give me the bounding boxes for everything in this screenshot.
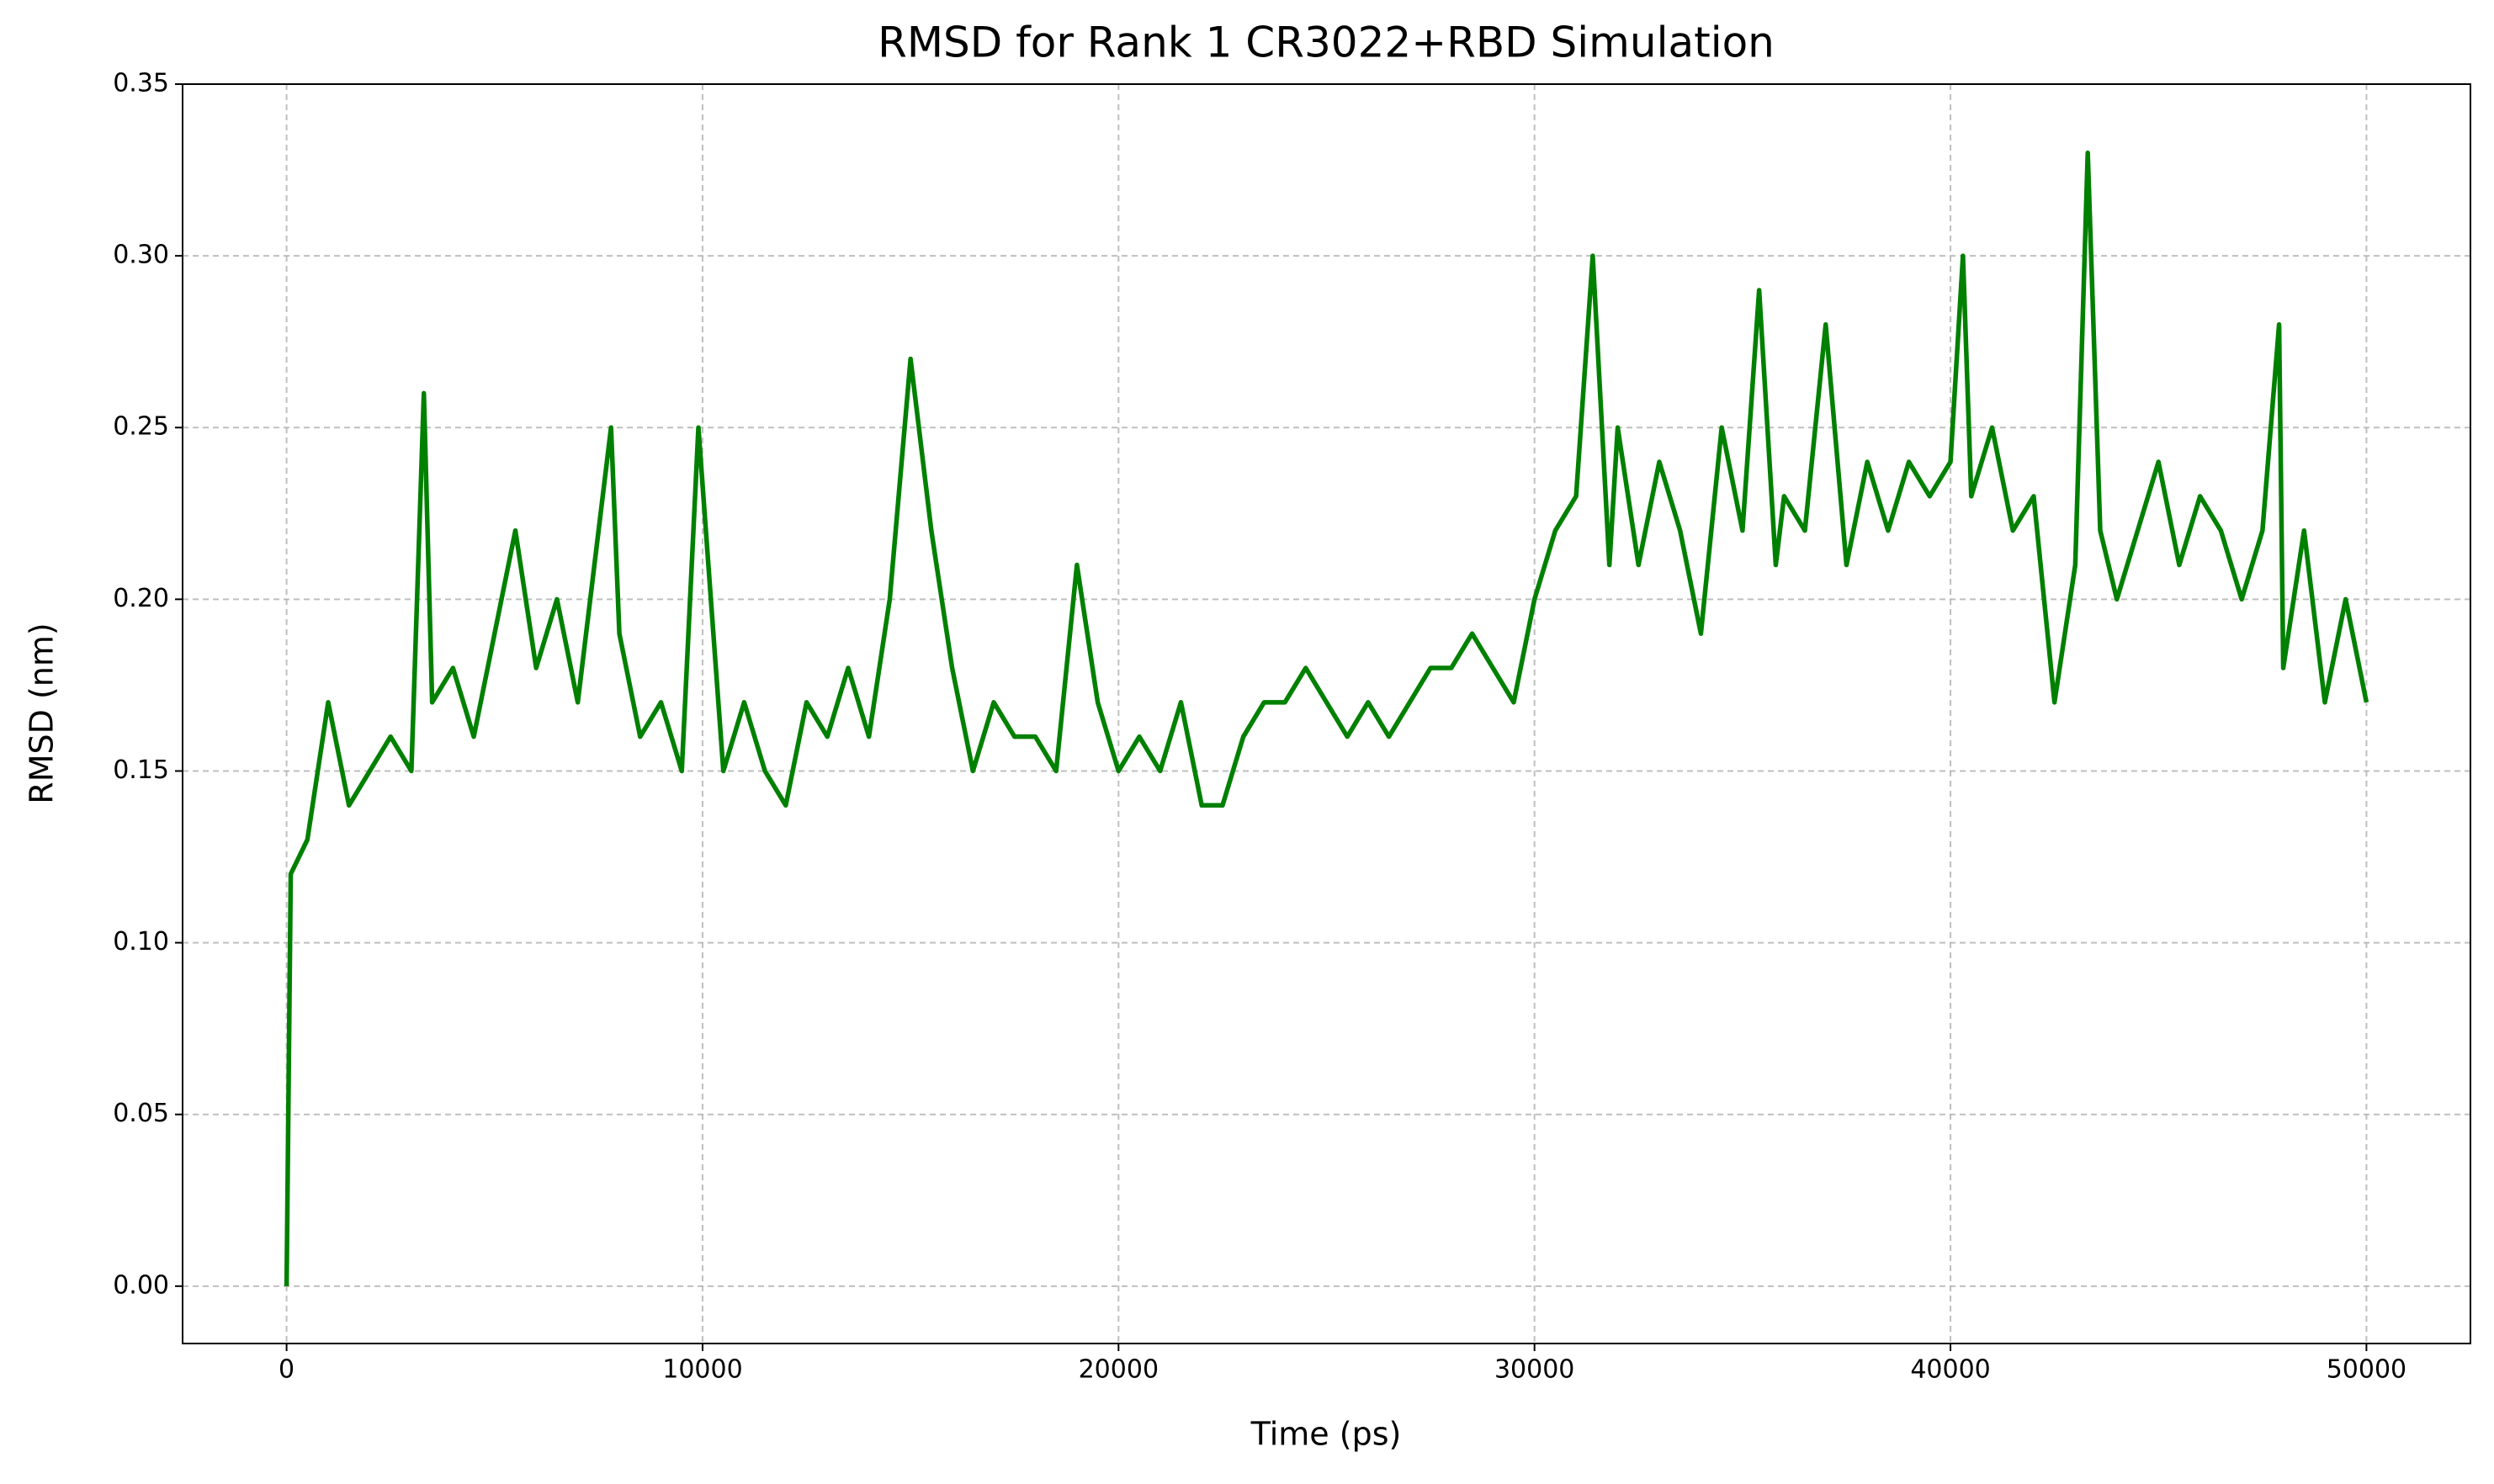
data-line (284, 150, 2369, 1286)
x-tick-label: 30000 (1494, 1355, 1574, 1385)
y-tick-label: 0.30 (113, 241, 169, 270)
x-tick-label: 40000 (1910, 1355, 1990, 1385)
y-tick-label: 0.00 (113, 1270, 169, 1300)
y-tick-label: 0.05 (113, 1099, 169, 1128)
y-tick-label: 0.35 (113, 69, 169, 98)
y-tick-label: 0.15 (113, 755, 169, 785)
y-axis-label: RMSD (nm) (24, 623, 61, 803)
x-axis-label: Time (ps) (1250, 1416, 1402, 1453)
x-tick-label: 0 (279, 1355, 295, 1385)
plot-frame (182, 83, 2471, 1344)
x-tick-label: 50000 (2327, 1355, 2406, 1385)
y-tick-label: 0.10 (113, 927, 169, 957)
y-tick-label: 0.20 (113, 584, 169, 613)
chart-title: RMSD for Rank 1 CR3022+RBD Simulation (878, 19, 1775, 67)
y-tick-label: 0.25 (113, 412, 169, 442)
x-tick-label: 20000 (1079, 1355, 1159, 1385)
x-tick-label: 10000 (662, 1355, 742, 1385)
